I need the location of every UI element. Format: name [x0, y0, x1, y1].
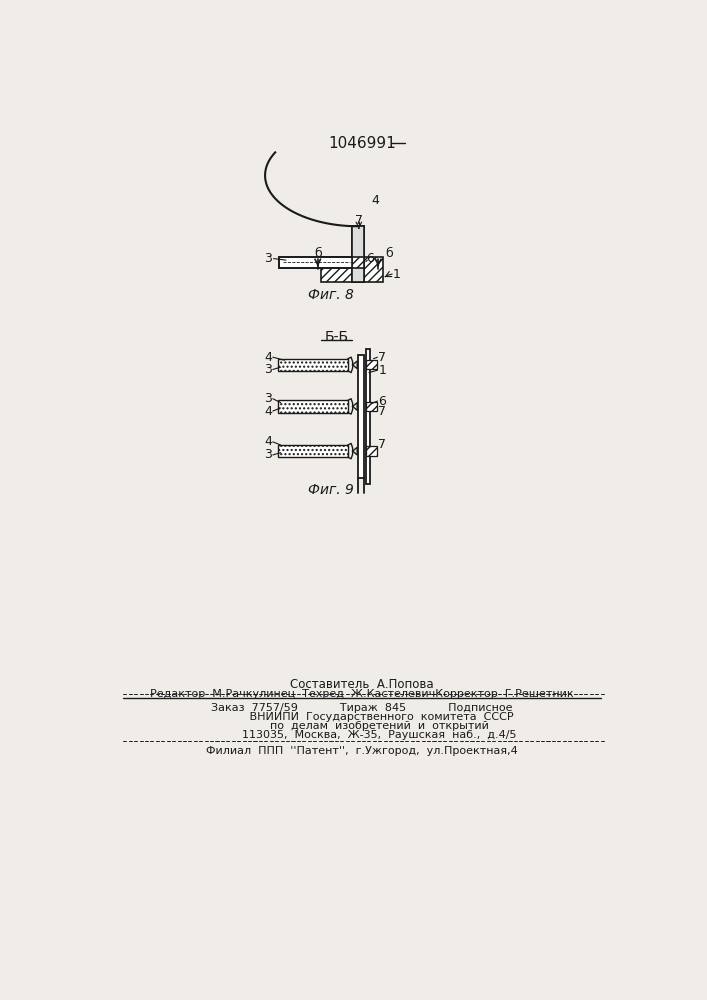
- Bar: [352, 257, 364, 268]
- Bar: [279, 359, 348, 371]
- Bar: [279, 257, 352, 268]
- Text: 4: 4: [264, 351, 272, 364]
- Text: 1: 1: [378, 364, 386, 377]
- Text: 7: 7: [355, 214, 363, 227]
- Text: 1: 1: [393, 267, 401, 280]
- Text: б: б: [314, 247, 322, 260]
- Text: 7: 7: [378, 405, 386, 418]
- Text: Фиг. 8: Фиг. 8: [308, 288, 354, 302]
- Bar: [358, 355, 364, 478]
- Text: Фиг. 9: Фиг. 9: [308, 483, 354, 497]
- Text: 3: 3: [264, 392, 272, 405]
- Text: ВНИИПИ  Государственного  комитета  СССР: ВНИИПИ Государственного комитета СССР: [211, 712, 513, 722]
- Bar: [352, 226, 364, 282]
- Bar: [366, 360, 377, 369]
- Bar: [321, 257, 383, 282]
- Text: 113035,  Москва,  Ж-35,  Раушская  наб.,  д.4/5: 113035, Москва, Ж-35, Раушская наб., д.4…: [207, 730, 517, 740]
- Text: Б-Б: Б-Б: [325, 330, 349, 344]
- Text: Заказ  7757/59            Тираж  845            Подписное: Заказ 7757/59 Тираж 845 Подписное: [211, 703, 513, 713]
- Text: 4: 4: [371, 194, 379, 207]
- Text: 7: 7: [378, 351, 386, 364]
- Text: 7: 7: [378, 438, 386, 451]
- Bar: [366, 446, 377, 456]
- Bar: [352, 226, 364, 282]
- Text: Составитель  А.Попова: Составитель А.Попова: [290, 678, 434, 691]
- Bar: [279, 400, 348, 413]
- Text: Филиал  ППП  ''Патент'',  г.Ужгород,  ул.Проектная,4: Филиал ППП ''Патент'', г.Ужгород, ул.Про…: [206, 746, 518, 756]
- Text: 3: 3: [264, 448, 272, 461]
- Bar: [366, 349, 370, 484]
- Text: 6: 6: [366, 252, 374, 265]
- Text: б: б: [385, 247, 393, 260]
- Bar: [279, 445, 348, 457]
- Text: 3: 3: [264, 252, 272, 265]
- Text: 4: 4: [264, 405, 272, 418]
- Text: по  делам  изобретений  и  открытий: по делам изобретений и открытий: [235, 721, 489, 731]
- Text: 6: 6: [378, 395, 386, 408]
- Text: 3: 3: [264, 363, 272, 376]
- Text: 1046991: 1046991: [328, 136, 396, 151]
- Text: Редактор  М.Рачкулинец  Техред  Ж.КастелевичКорректор  Г.Решетник: Редактор М.Рачкулинец Техред Ж.Кастелеви…: [150, 689, 574, 699]
- Bar: [366, 402, 377, 411]
- Text: 4: 4: [264, 435, 272, 448]
